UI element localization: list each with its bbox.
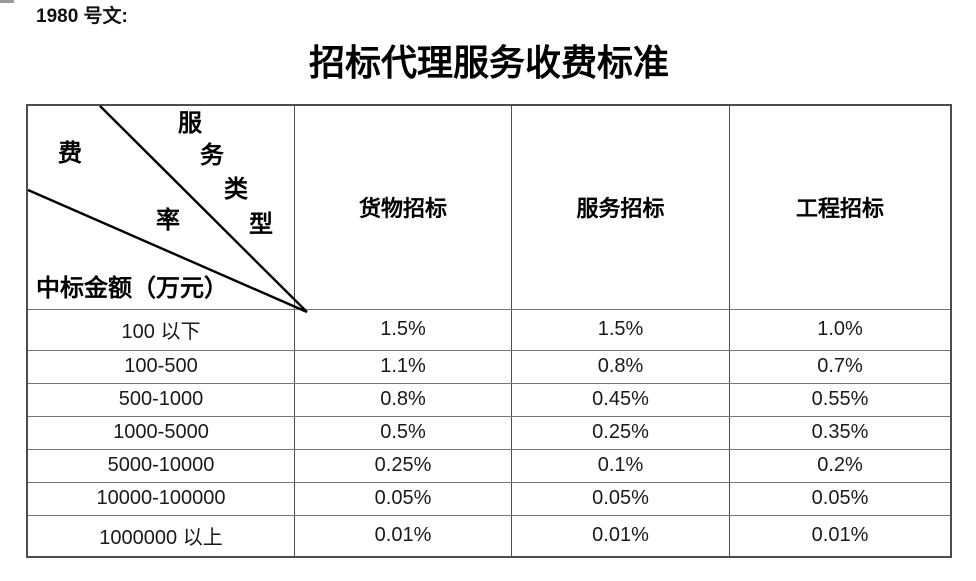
- engineering-rate-cell: 0.7%: [729, 349, 952, 384]
- amount-range-cell: 5000-10000: [26, 448, 295, 483]
- column-header-goods: 货物招标: [294, 104, 512, 310]
- service-rate-cell: 0.05%: [511, 481, 730, 516]
- table-row: 100 以下 1.5% 1.5% 1.0%: [26, 308, 952, 351]
- corner-label-service-type-char: 类: [224, 177, 248, 203]
- engineering-rate-cell: 0.05%: [729, 481, 952, 516]
- goods-rate-cell: 0.25%: [294, 448, 512, 483]
- column-header-service: 服务招标: [511, 104, 730, 310]
- table-row: 500-1000 0.8% 0.45% 0.55%: [26, 382, 952, 417]
- corner-label-fee-rate-char: 率: [156, 208, 180, 234]
- engineering-rate-cell: 0.2%: [729, 448, 952, 483]
- goods-rate-cell: 0.8%: [294, 382, 512, 417]
- column-header-engineering: 工程招标: [729, 104, 952, 310]
- table-row: 100-500 1.1% 0.8% 0.7%: [26, 349, 952, 384]
- engineering-rate-cell: 0.55%: [729, 382, 952, 417]
- corner-label-service-type-char: 务: [200, 143, 224, 169]
- corner-label-service-type-char: 型: [249, 212, 273, 238]
- table-row: 1000-5000 0.5% 0.25% 0.35%: [26, 415, 952, 450]
- goods-rate-cell: 0.05%: [294, 481, 512, 516]
- table-row: 1000000 以上 0.01% 0.01% 0.01%: [26, 514, 952, 558]
- fee-standard-table: 服 务 类 型 费 率 中标金额（万元） 货物招标 服务招标 工程招标 100 …: [26, 104, 952, 558]
- document-number-note: 1980 号文:: [36, 6, 128, 27]
- amount-range-cell: 500-1000: [26, 382, 295, 417]
- corner-label-amount: 中标金额（万元）: [36, 274, 228, 302]
- table-row: 5000-10000 0.25% 0.1% 0.2%: [26, 448, 952, 483]
- table-row: 10000-100000 0.05% 0.05% 0.05%: [26, 481, 952, 516]
- amount-range-cell: 100 以下: [26, 308, 295, 351]
- service-rate-cell: 0.25%: [511, 415, 730, 450]
- goods-rate-cell: 1.1%: [294, 349, 512, 384]
- service-rate-cell: 0.8%: [511, 349, 730, 384]
- corner-label-service-type-char: 服: [178, 111, 202, 137]
- service-rate-cell: 0.45%: [511, 382, 730, 417]
- amount-range-cell: 10000-100000: [26, 481, 295, 516]
- engineering-rate-cell: 0.35%: [729, 415, 952, 450]
- corner-label-fee-rate-char: 费: [58, 141, 82, 167]
- amount-range-cell: 1000000 以上: [26, 514, 295, 558]
- goods-rate-cell: 0.5%: [294, 415, 512, 450]
- diagonal-lines: [27, 105, 308, 314]
- service-rate-cell: 0.1%: [511, 448, 730, 483]
- service-rate-cell: 1.5%: [511, 308, 730, 351]
- amount-range-cell: 100-500: [26, 349, 295, 384]
- goods-rate-cell: 0.01%: [294, 514, 512, 558]
- amount-range-cell: 1000-5000: [26, 415, 295, 450]
- service-rate-cell: 0.01%: [511, 514, 730, 558]
- goods-rate-cell: 1.5%: [294, 308, 512, 351]
- engineering-rate-cell: 1.0%: [729, 308, 952, 351]
- diagonal-corner-cell: 服 务 类 型 费 率 中标金额（万元）: [26, 104, 308, 314]
- table-header-row: 服 务 类 型 费 率 中标金额（万元） 货物招标 服务招标 工程招标: [26, 104, 952, 314]
- page-title: 招标代理服务收费标准: [308, 43, 669, 83]
- screen-edge-artifact: [0, 0, 14, 3]
- engineering-rate-cell: 0.01%: [729, 514, 952, 558]
